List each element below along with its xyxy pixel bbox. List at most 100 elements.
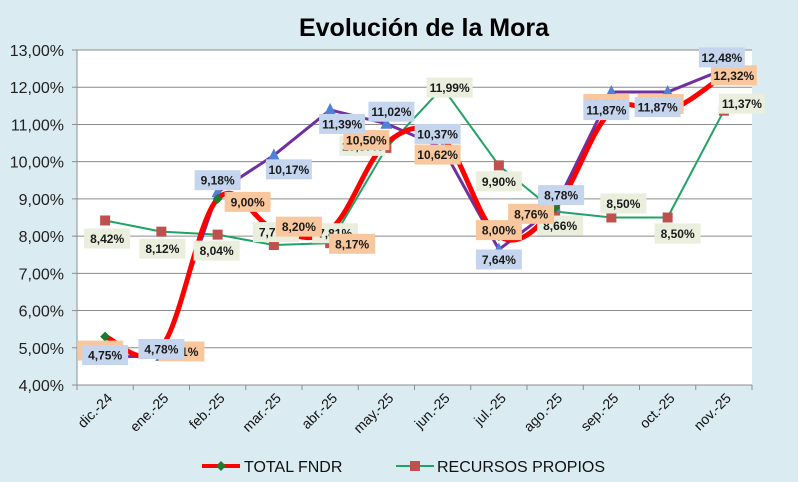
data-label-bg [343,130,390,151]
data-label-text: 11,39% [322,117,362,131]
data-label: 8,76% [508,203,555,224]
data-label: 4,78% [138,338,185,359]
legend: TOTAL FNDR RECURSOS PROPIOS [202,459,605,476]
data-label-text: 8,12% [145,242,179,256]
data-label-bg [194,170,241,191]
data-label-bg [654,223,701,244]
data-label-bg [718,93,765,114]
data-label: 8,78% [538,185,585,206]
data-label: 10,50% [343,130,390,151]
y-axis: 4,00% 5,00% 6,00% 7,00% 8,00% 9,00% 10,00% 11,0… [10,43,78,395]
data-point-triangle [267,148,280,161]
data-label-bg [265,159,312,180]
data-label: 8,50% [600,193,647,214]
data-label-text: 8,04% [200,244,234,258]
data-label-text: 11,87% [638,101,678,115]
x-tick-label: jun.-25 [410,390,452,432]
y-tick-label: 5,00% [19,341,64,358]
data-label-bg [319,113,366,134]
y-tick-label: 9,00% [19,192,64,209]
data-label: 8,12% [139,238,186,259]
data-label-text: 10,50% [346,134,387,148]
y-tick-label: 12,00% [10,80,64,97]
data-label: 12,48% [698,47,745,68]
data-label-text: 8,20% [282,220,316,234]
data-label: 9,90% [475,171,522,192]
data-label-bg [82,345,129,366]
data-label: 8,17% [329,233,376,254]
y-tick-label: 4,00% [19,378,64,395]
data-label: 11,39% [319,113,366,134]
chart-title: Evolución de la Mora [299,14,550,42]
data-point-square [662,212,673,223]
data-labels: 8,42%8,12%8,04%7,76%7,81%10,37%11,99%9,9… [77,47,765,366]
data-label-bg [634,97,681,118]
legend-item-total-fndr[interactable]: TOTAL FNDR [202,459,342,476]
data-point-square [156,226,167,237]
data-label-bg [426,77,473,98]
data-label-text: 10,17% [269,163,310,177]
x-tick-label: ago.-25 [520,390,565,435]
series-line-recursos-propios [104,86,725,247]
x-tick-label: abr.-25 [298,390,340,432]
x-tick-label: nov.-25 [690,390,734,434]
data-label-bg [583,100,630,121]
x-tick-label: feb.-25 [186,390,228,432]
data-point-square [212,229,223,240]
data-point-square [493,160,504,171]
data-point-triangle [324,102,337,115]
x-tick-label: dic.-24 [74,390,115,431]
x-tick-label: mar.-25 [239,390,284,435]
data-label: 11,37% [718,93,765,114]
data-label-text: 12,48% [702,51,743,65]
data-label-bg [538,185,585,206]
data-label-bg [84,228,131,249]
x-tick-label: jul.-25 [470,390,509,429]
data-label-text: 8,00% [482,224,516,238]
data-label-text: 10,37% [417,127,458,141]
data-label-text: 4,75% [88,349,122,363]
data-label-bg [193,240,240,261]
data-label-text: 8,78% [544,189,578,203]
data-label-bg [139,238,186,259]
data-label: 10,62% [414,144,461,165]
data-label-text: 11,37% [722,97,762,111]
data-label-bg [414,144,461,165]
data-label-text: 9,00% [231,195,265,209]
data-point-diamond [212,193,223,204]
x-tick-label: oct.-25 [636,390,678,432]
data-label: 8,04% [193,240,240,261]
x-tick-label: ene.-25 [127,390,172,435]
data-label-text: 8,50% [606,197,640,211]
data-point-triangle [380,116,393,129]
data-point-square [606,212,617,223]
data-label-text: 8,50% [661,227,695,241]
data-label-bg [275,216,322,237]
data-label: 11,87% [583,100,630,121]
data-label-bg [224,191,271,212]
data-label: 8,20% [275,216,322,237]
data-label-bg [475,171,522,192]
data-label: 11,99% [426,77,473,98]
y-tick-label: 11,00% [11,117,64,134]
data-label-text: 11,02% [371,105,411,119]
data-label-text: 12,32% [714,69,755,83]
legend-label-recursos-propios: RECURSOS PROPIOS [437,459,605,476]
y-tick-label: 13,00% [10,43,64,60]
x-tick-label: may.-25 [350,390,396,436]
data-label: 12,32% [710,65,757,86]
data-label: 7,64% [475,249,522,270]
data-point-square [100,215,111,226]
data-label-text: 11,99% [430,81,470,95]
gridlines [77,49,752,386]
data-label: 11,87% [634,97,681,118]
data-point-diamond [100,331,111,342]
legend-item-recursos-propios[interactable]: RECURSOS PROPIOS [396,459,605,476]
data-label-text: 11,87% [586,104,626,118]
data-label-bg [508,203,555,224]
data-label-text: 4,78% [144,342,178,356]
data-label-bg [698,47,745,68]
y-tick-label: 10,00% [10,155,64,172]
data-label: 10,37% [414,123,461,144]
